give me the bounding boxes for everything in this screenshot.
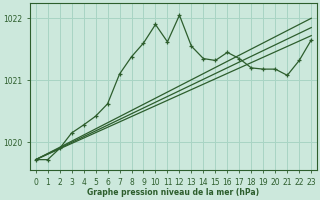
X-axis label: Graphe pression niveau de la mer (hPa): Graphe pression niveau de la mer (hPa) xyxy=(87,188,260,197)
